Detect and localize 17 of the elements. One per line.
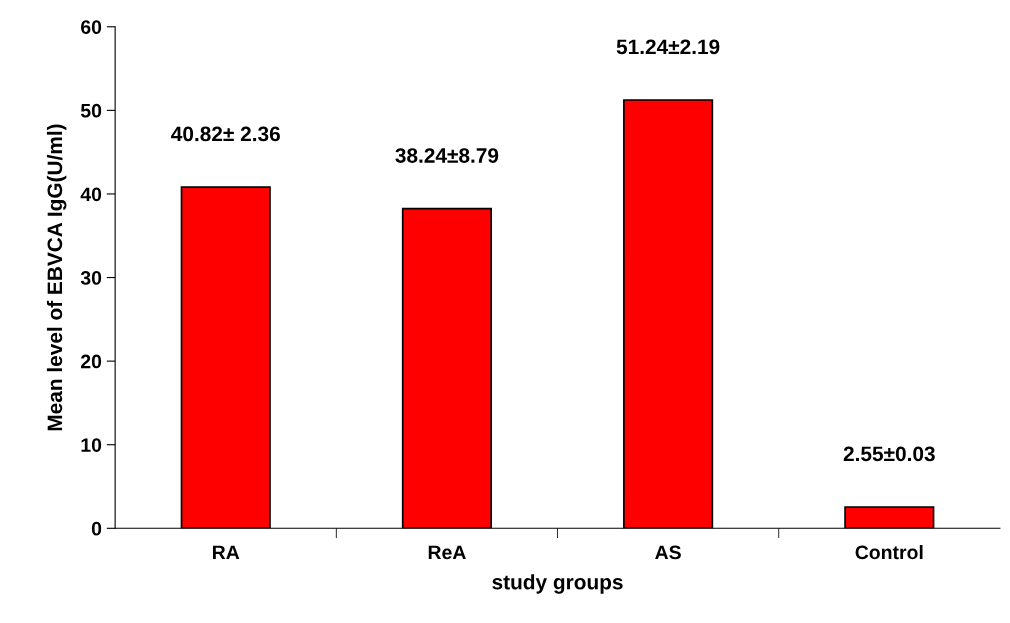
y-tick-label: 20 bbox=[80, 354, 102, 369]
x-tick-label: RA bbox=[212, 545, 240, 560]
y-tick-label: 50 bbox=[80, 103, 102, 118]
data-label: 38.24±8.79 bbox=[395, 148, 499, 163]
x-axis-title: study groups bbox=[492, 574, 623, 594]
y-tick-label: 10 bbox=[81, 438, 102, 452]
y-tick-label: 40 bbox=[80, 187, 102, 202]
data-label: 40.82± 2.36 bbox=[171, 126, 280, 142]
data-label: 2.55±0.03 bbox=[843, 446, 935, 462]
x-tick-label: AS bbox=[655, 545, 681, 560]
x-tick-label: ReA bbox=[428, 545, 466, 560]
y-tick-label: 60 bbox=[81, 20, 102, 35]
y-tick-label: 30 bbox=[80, 271, 102, 285]
data-label: 51.24±2.19 bbox=[616, 39, 720, 55]
y-axis-title: Mean level of EBVCA IgG(U/ml) bbox=[46, 124, 67, 431]
x-tick-label: Control bbox=[855, 544, 923, 560]
y-tick-label: 0 bbox=[91, 521, 102, 536]
